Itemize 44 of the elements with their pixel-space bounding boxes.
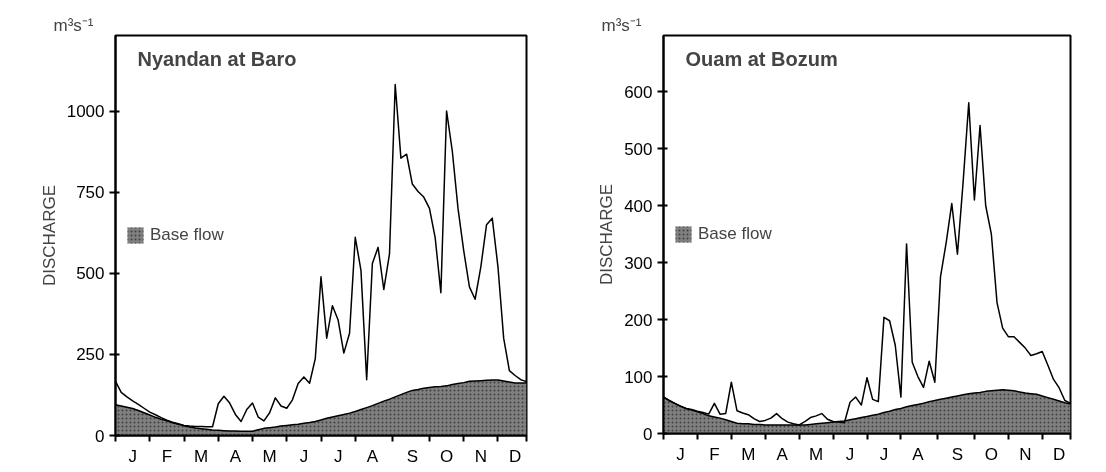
x-tick-label: O	[439, 446, 454, 466]
legend-label: Base flow	[150, 225, 224, 245]
x-tick-label: J	[333, 446, 343, 466]
y-tick-label: 0	[95, 426, 105, 446]
x-tick-label: A	[366, 446, 379, 466]
x-tick-label: A	[912, 444, 925, 464]
y-tick-label: 750	[76, 183, 105, 203]
text: Nyandan at Baro	[137, 47, 297, 70]
x-tick-label: M	[262, 446, 277, 466]
y-tick-label: 300	[624, 253, 653, 273]
text: Ouam at Bozum	[685, 47, 838, 70]
x-tick-label: N	[1019, 444, 1032, 464]
x-tick-label: M	[809, 444, 824, 464]
text: m³s⁻¹	[53, 15, 94, 35]
text: m³s⁻¹	[601, 15, 642, 35]
x-tick-label: J	[128, 446, 137, 466]
y-tick-label: 0	[643, 424, 653, 444]
y-axis-title: DISCHARGE	[597, 183, 617, 286]
y-tick-label: 200	[624, 310, 653, 330]
y-tick-label: 500	[624, 139, 653, 159]
x-tick-label: J	[879, 444, 889, 464]
y-tick-label: 250	[76, 345, 105, 365]
x-tick-label: O	[984, 444, 998, 464]
x-tick-label: M	[741, 444, 756, 464]
x-tick-label: N	[474, 446, 487, 466]
x-tick-label: A	[776, 444, 789, 464]
x-tick-label: J	[676, 444, 685, 464]
x-tick-label: A	[229, 446, 242, 466]
x-tick-label: S	[406, 446, 419, 466]
y-tick-label: 1000	[66, 102, 105, 122]
y-tick-label: 500	[76, 264, 105, 284]
x-tick-label: M	[194, 446, 209, 466]
x-tick-label: D	[1053, 444, 1066, 464]
legend-label: Base flow	[698, 224, 772, 244]
x-tick-label: S	[951, 444, 964, 464]
x-tick-label: J	[845, 444, 855, 464]
x-tick-label: F	[161, 446, 173, 466]
y-axis-title: DISCHARGE	[39, 184, 59, 287]
y-tick-label: 400	[624, 196, 653, 216]
y-tick-label: 100	[624, 367, 653, 387]
y-tick-label: 600	[624, 82, 653, 102]
x-tick-label: J	[299, 446, 309, 466]
x-tick-label: F	[709, 444, 720, 464]
x-tick-label: D	[508, 446, 522, 466]
